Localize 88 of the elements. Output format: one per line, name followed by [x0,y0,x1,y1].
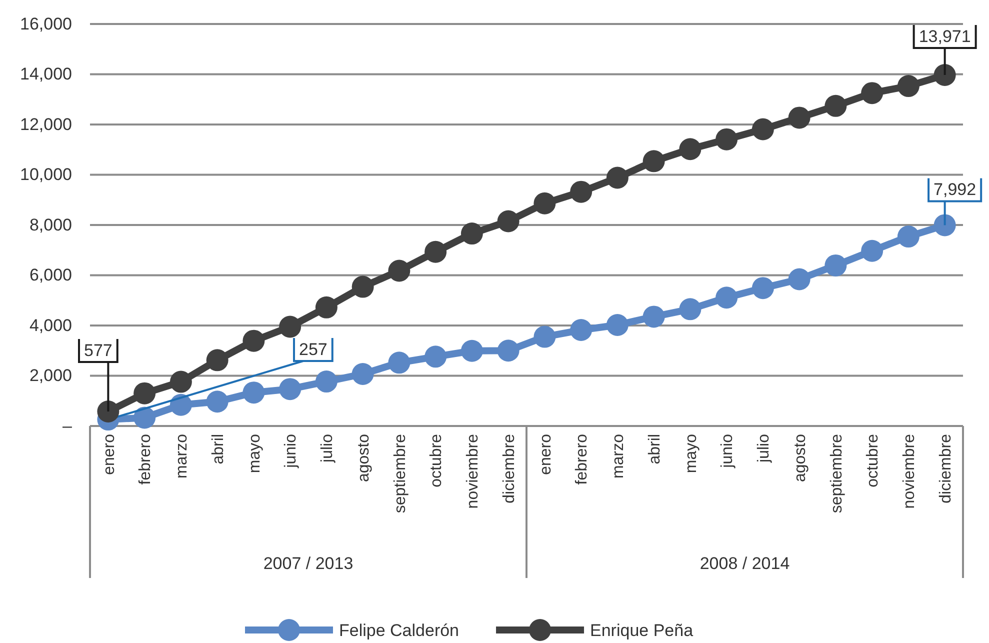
point [534,326,556,348]
point [352,362,374,385]
point [134,382,156,404]
data-label: 257 [299,340,328,359]
point [497,210,520,232]
point [134,406,156,429]
y-tick-label: 10,000 [20,165,72,184]
point [824,94,847,117]
y-tick-label: – [62,416,73,436]
point [424,240,447,263]
point [788,106,810,129]
point [170,394,192,416]
legend-label: Felipe Calderón [339,621,460,640]
point [752,118,774,140]
y-tick-label: 2,000 [29,366,72,386]
y-tick-label: 8,000 [29,215,72,234]
x-tick-label: mayo [246,434,264,474]
x-tick-label: mayo [682,434,700,474]
point [570,180,592,203]
point [897,75,920,98]
y-tick-label: 12,000 [20,114,72,134]
point [534,192,556,214]
point [279,378,302,400]
x-tick-label: agosto [792,434,809,482]
point [861,82,884,104]
text: 2008 / 2014 [700,554,790,573]
point [424,346,447,368]
point [460,222,483,245]
data-label: 577 [84,341,112,360]
x-tick-label: noviembre [901,434,918,509]
point [170,370,192,393]
x-tick-label: agosto [355,434,372,482]
point [679,298,702,320]
x-tick-label: junio [282,434,300,469]
point [315,370,338,393]
x-tick-label: julio [319,434,336,464]
x-tick-label: enero [537,434,554,475]
point [788,268,810,290]
x-tick-label: marzo [610,434,628,478]
point [752,277,774,300]
point [716,128,738,150]
point [206,349,228,372]
x-tick-label: diciembre [500,434,518,504]
y-tick-label: 6,000 [29,266,72,285]
data-label: 7,992 [934,180,976,200]
point [97,400,120,423]
point [934,64,956,86]
x-tick-label: abril [210,434,227,464]
x-tick-label: febrero [574,434,591,485]
point [352,276,374,298]
y-tick-label: 4,000 [29,316,72,335]
x-tick-label: abril [646,434,664,464]
point [934,214,956,236]
x-tick-label: noviembre [464,434,482,509]
text: 2007 / 2013 [263,554,354,573]
point [388,352,410,374]
data-label: 13,971 [918,26,971,46]
point [606,314,628,336]
point [570,319,592,342]
x-tick-label: diciembre [937,434,954,504]
x-tick-label: septiembre [392,434,409,514]
x-tick-label: junio [719,434,736,469]
point [642,306,665,328]
point [679,138,702,160]
point [861,240,884,262]
x-tick-label: septiembre [828,434,846,514]
point [606,166,628,189]
point [279,316,302,338]
point [824,254,847,276]
point [242,382,265,404]
x-tick-label: enero [100,434,118,475]
point [315,296,338,318]
x-tick-label: octubre [864,434,882,488]
point [460,340,483,362]
point [242,330,265,352]
point [206,390,228,413]
legend-label: Enrique Peña [590,621,694,640]
x-tick-label: febrero [137,434,154,485]
point [897,226,920,248]
x-tick-label: marzo [174,434,191,478]
x-tick-label: octubre [428,434,446,488]
x-tick-label: julio [756,434,773,464]
point [497,340,520,362]
point [388,260,410,282]
point [642,150,665,172]
y-tick-label: 14,000 [20,64,72,84]
point [716,286,738,309]
y-tick-label: 16,000 [20,14,72,34]
